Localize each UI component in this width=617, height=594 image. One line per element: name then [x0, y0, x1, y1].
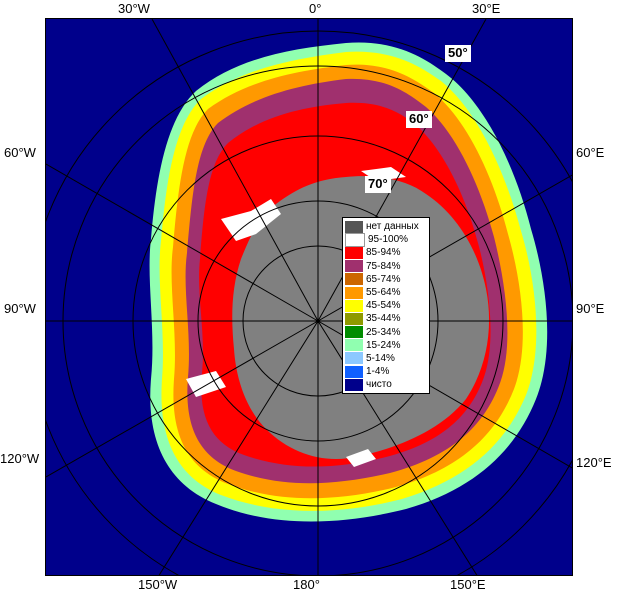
legend-label: 45-54% — [366, 300, 401, 312]
lon-label-90w: 90°W — [4, 301, 36, 316]
legend-label: 55-64% — [366, 287, 401, 299]
legend-swatch — [345, 286, 363, 299]
lon-label-60w: 60°W — [4, 145, 36, 160]
legend-item: 25-34% — [345, 326, 427, 339]
legend-label: 65-74% — [366, 273, 401, 285]
lat-label-70: 70° — [365, 176, 391, 193]
legend-swatch — [345, 246, 363, 259]
legend-swatch — [345, 339, 363, 352]
legend-swatch — [345, 378, 363, 391]
lon-label-120w: 120°W — [0, 451, 40, 466]
legend-item: чисто — [345, 378, 427, 391]
legend-item: нет данных — [345, 220, 427, 233]
legend-item: 15-24% — [345, 339, 427, 352]
legend-swatch — [345, 273, 363, 286]
legend-swatch — [345, 326, 363, 339]
lat-label-60: 60° — [406, 111, 432, 128]
legend-item: 65-74% — [345, 273, 427, 286]
meridian-150w — [158, 320, 319, 575]
legend-item: 75-84% — [345, 260, 427, 273]
legend-label: 15-24% — [366, 339, 401, 351]
legend-swatch — [345, 299, 363, 312]
legend-item: 85-94% — [345, 246, 427, 259]
lon-label-0: 0° — [309, 1, 322, 16]
lon-label-150w: 150°W — [138, 577, 178, 592]
legend: нет данных 95-100% 85-94% 75-84% 65-74% 55-64… — [342, 217, 430, 395]
patch-1 — [221, 199, 281, 241]
legend-label: 25-34% — [366, 326, 401, 338]
meridian-120w — [46, 320, 319, 478]
legend-swatch — [345, 312, 363, 325]
legend-item: 1-4% — [345, 365, 427, 378]
legend-swatch — [345, 260, 363, 273]
legend-label: 35-44% — [366, 313, 401, 325]
map-frame: 50° 60° 70° нет данных 95-100% 85-94% 75-84… — [45, 18, 573, 576]
lon-label-90e: 90°E — [576, 301, 605, 316]
lon-label-150e: 150°E — [450, 577, 486, 592]
legend-label: 85-94% — [366, 247, 401, 259]
legend-item: 45-54% — [345, 299, 427, 312]
meridian-30w — [151, 19, 319, 322]
meridian-60w — [46, 163, 319, 322]
legend-swatch — [345, 220, 363, 233]
sea-ice-map — [46, 19, 572, 575]
legend-label: нет данных — [366, 221, 419, 233]
legend-swatch — [345, 232, 365, 247]
legend-rows: нет данных 95-100% 85-94% 75-84% 65-74% 55-64… — [345, 220, 427, 391]
lon-label-30w: 30°W — [118, 1, 150, 16]
lon-label-120e: 120°E — [576, 455, 612, 470]
lon-label-30e: 30°E — [472, 1, 501, 16]
legend-item: 95-100% — [345, 232, 427, 247]
legend-label: 75-84% — [366, 260, 401, 272]
lon-label-180: 180° — [293, 577, 320, 592]
legend-label: 95-100% — [368, 234, 409, 246]
legend-label: чисто — [366, 379, 392, 391]
legend-label: 5-14% — [366, 352, 395, 364]
legend-label: 1-4% — [366, 366, 390, 378]
legend-swatch — [345, 365, 363, 378]
patch-4 — [346, 449, 376, 467]
lon-label-60e: 60°E — [576, 145, 605, 160]
legend-item: 55-64% — [345, 286, 427, 299]
legend-item: 35-44% — [345, 312, 427, 325]
legend-item: 5-14% — [345, 352, 427, 365]
legend-swatch — [345, 352, 363, 365]
lat-label-50: 50° — [445, 45, 471, 62]
